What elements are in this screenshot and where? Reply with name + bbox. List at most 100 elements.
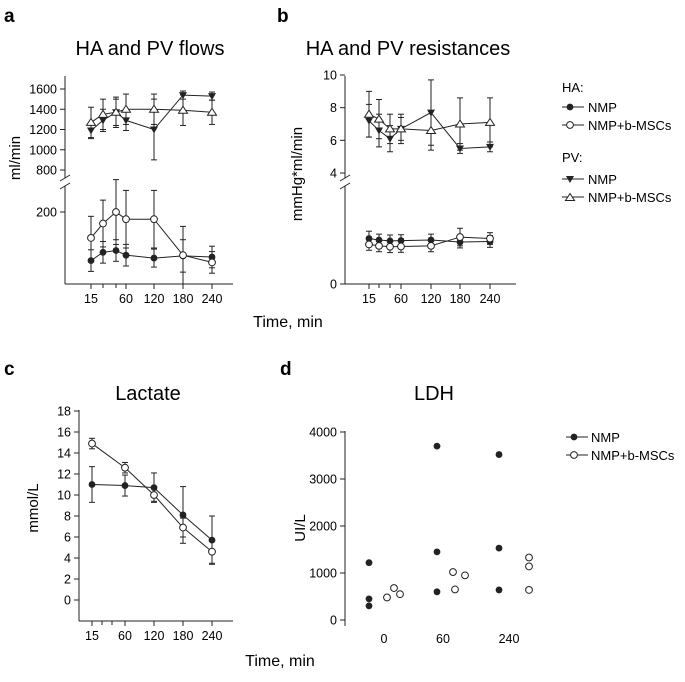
panel-c-series-0-point-2: [150, 484, 158, 492]
panel-a-series-3-point-4: [150, 215, 158, 224]
panel-a-series-2: [87, 239, 216, 273]
panel-b-xtick-0-label: 15: [362, 292, 376, 306]
panel-b-series-1-point-0: [363, 109, 375, 118]
panel-d-ytick-3-label: 3000: [309, 473, 337, 487]
panel-a-xtick-0-label: 15: [84, 292, 98, 306]
panel-b-series-1-point-6: [484, 117, 496, 126]
panel-c-xtick-3-label: 180: [173, 629, 194, 643]
panel-b-ylabel: mmHg*ml/min: [289, 127, 306, 221]
panel-c-series-0: [88, 466, 216, 565]
panel-b-series-1-point-3: [395, 123, 407, 133]
panel-b-series-1-point-5: [454, 119, 466, 128]
panel-d-series-0-point-2-1: [495, 544, 503, 552]
panel-a-series-0-line: [90, 94, 213, 131]
panel-d-series-0-point-1-2: [433, 588, 441, 596]
panel-a-series-3-point-1: [99, 219, 107, 228]
panel-b-series-1-point-4: [425, 125, 437, 135]
legend-d-mscs-marker: [570, 451, 578, 459]
panel-a-xtick-6-label: 240: [202, 292, 223, 306]
panel-b-break-mark-bottom: [339, 182, 351, 190]
panel-b-title: HA and PV resistances: [306, 38, 511, 60]
panel-d-series-0-point-2-2: [495, 586, 503, 594]
panel-a-series-1-point-3: [120, 104, 132, 113]
panel-letter-b: b: [277, 6, 289, 27]
panel-c-ytick-1-label: 2: [64, 573, 71, 587]
panel-c-ytick-4-label: 8: [64, 510, 71, 524]
xlabel-cd: Time, min: [245, 653, 315, 670]
panel-d-xtick-1-label: 60: [436, 632, 450, 646]
panel-a-ytick-upper-2-label: 1200: [29, 123, 57, 137]
panel-d-series-1-point-2-1: [525, 562, 533, 571]
panel-b-ytick-upper-3-label: 10: [323, 69, 337, 83]
panel-letter-d: d: [280, 359, 292, 380]
panel-d-series-1-point-1-2: [461, 571, 469, 580]
panel-c-series-1-point-2: [150, 491, 158, 499]
panel-a-xtick-4-label: 120: [144, 292, 165, 306]
panel-a-series-2-point-3: [122, 251, 130, 259]
panel-a-series-3-point-6: [208, 258, 216, 267]
xlabel-ab: Time, min: [253, 314, 323, 331]
legend-ha-header: HA:: [562, 80, 584, 95]
panel-b-xtick-6-label: 240: [480, 292, 501, 306]
panel-d-ytick-4-label: 4000: [309, 426, 337, 440]
panel-c-xtick-0-label: 15: [85, 629, 99, 643]
panel-c-ytick-5-label: 10: [57, 489, 71, 503]
panel-d-series-0-point-0-0: [365, 559, 373, 567]
panel-d-series-1-point-0-2: [396, 590, 404, 599]
panel-a-xtick-5-label: 180: [173, 292, 194, 306]
panel-d-ytick-0-label: 0: [330, 614, 337, 628]
panel-a-ylabel: ml/min: [7, 136, 24, 180]
panel-d-series-0: [365, 442, 503, 610]
panel-c-series-1-point-4: [208, 547, 216, 556]
panel-c-series-0-point-1: [121, 482, 129, 489]
panel-d-series-1-point-0-0: [383, 593, 391, 602]
panel-d-xtick-0-label: 0: [381, 632, 388, 646]
panel-a-ytick-upper-0-label: 800: [36, 164, 57, 178]
panel-a-ytick-lower-0-label: 200: [36, 206, 57, 220]
panel-d-series-0-point-1-0: [433, 442, 441, 450]
panel-b-series-1-point-2: [384, 123, 396, 133]
panel-a-break-mark-top: [59, 174, 71, 182]
panel-a-series-1-point-5: [177, 105, 189, 114]
panel-a-series-0: [87, 90, 216, 161]
panel-a-ytick-upper-4-label: 1600: [29, 83, 57, 97]
panel-d-series-1-point-1-1: [451, 585, 459, 594]
panel-a-break-mark-bottom: [59, 182, 71, 190]
panel-d-xtick-2-label: 240: [499, 632, 520, 646]
panel-b-series-3-point-3: [397, 242, 405, 251]
legend-ha-mscs: NMP+b-MSCs: [588, 118, 672, 133]
panel-c-ytick-9-label: 18: [57, 405, 71, 419]
panel-b-series-3-point-6: [486, 234, 494, 243]
panel-b-series-3-point-1: [375, 241, 383, 250]
legend-pv-mscs-marker: [564, 192, 576, 201]
panel-c-xtick-1-label: 60: [118, 629, 132, 643]
panel-b-break-mark-top: [339, 174, 351, 182]
panel-c-series-1-point-1: [121, 463, 129, 472]
panel-a-series-1: [85, 93, 218, 139]
panel-a-series-3-point-5: [179, 251, 187, 260]
panel-a-series-0-point-6: [208, 93, 216, 101]
panel-a-series-1-point-2: [110, 107, 122, 116]
panel-d-series-0-point-0-1: [365, 595, 373, 603]
panel-c-ytick-0-label: 0: [64, 594, 71, 608]
legend-d: NMP NMP+b-MSCs: [566, 430, 675, 463]
panel-b-xtick-3-label: 60: [394, 292, 408, 306]
panel-a-series-2-point-1: [99, 248, 107, 256]
panel-a-series-3-point-0: [87, 234, 95, 242]
legend-ha-nmp: NMP: [588, 100, 617, 115]
panel-d-series-1-point-2-2: [525, 586, 533, 594]
panel-b-series-1: [363, 90, 496, 151]
panel-d-series-1-point-0-1: [390, 584, 398, 592]
panel-c-title: Lactate: [115, 383, 181, 405]
panel-b-series-1-point-1: [373, 114, 385, 123]
panel-b-series-3-point-2: [386, 242, 394, 251]
panel-d-series-1-point-2-0: [525, 553, 533, 562]
panel-a-ytick-upper-1-label: 1000: [29, 143, 57, 157]
panel-d-series-0-point-2-0: [495, 451, 503, 458]
panel-b-series-3-point-0: [365, 240, 373, 249]
panel-b-series-3: [365, 227, 494, 254]
panel-a-series-1-point-0: [85, 117, 97, 126]
panel-b-ytick-upper-1-label: 6: [330, 134, 337, 148]
